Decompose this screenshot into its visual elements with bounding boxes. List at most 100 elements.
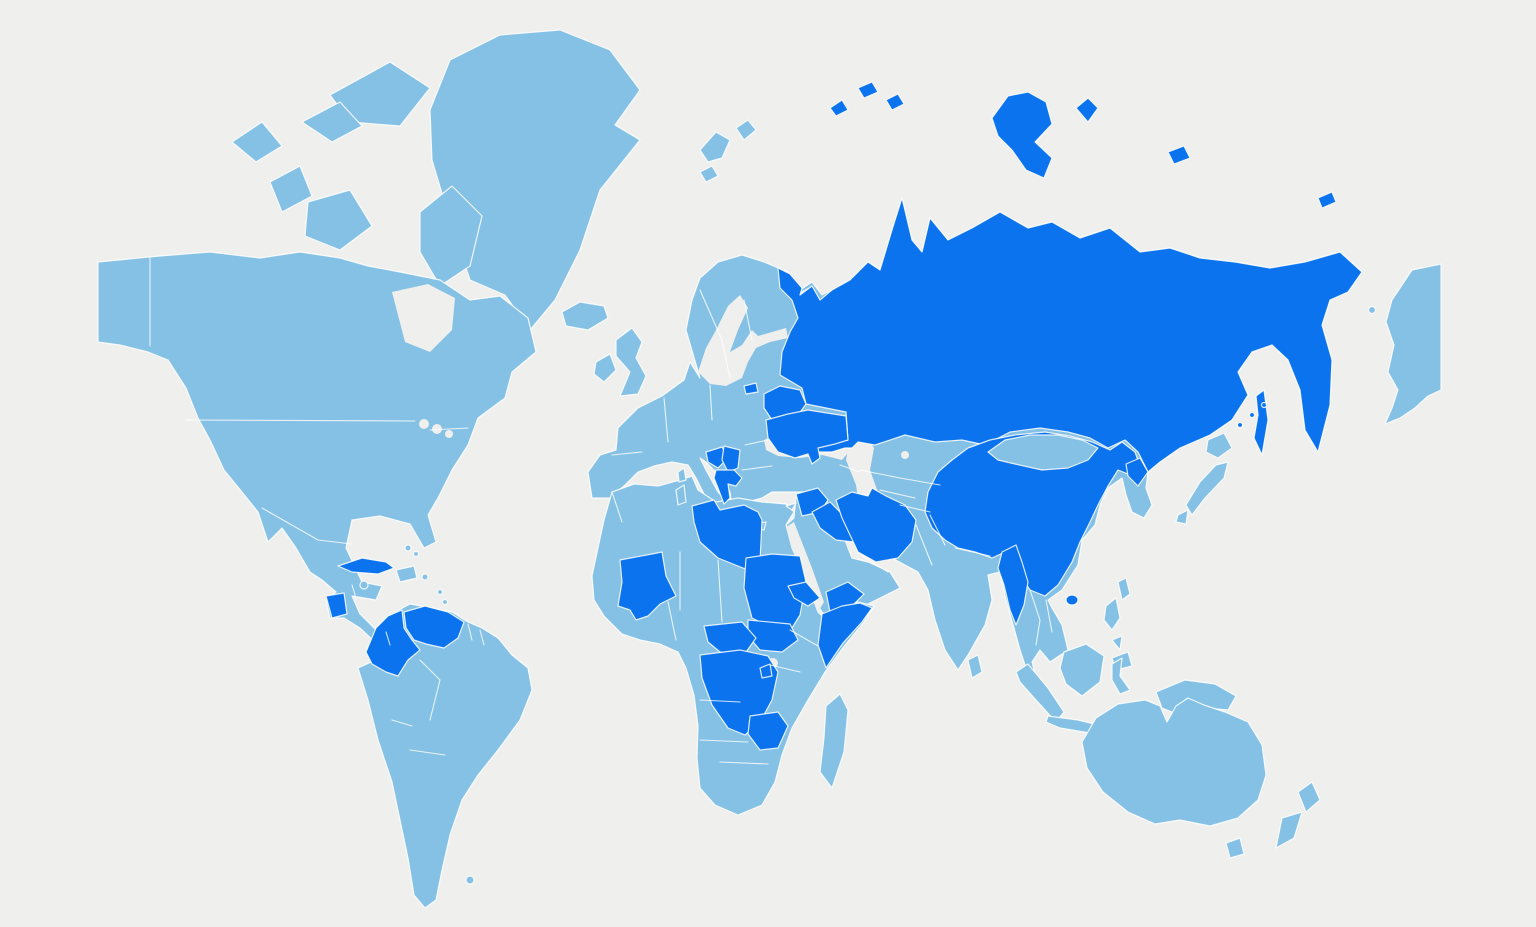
country-russia-franz-josef-3[interactable] (885, 93, 905, 111)
border-guyanas-1 (467, 623, 473, 641)
country-japan-honshu[interactable] (1185, 461, 1229, 516)
country-russia-kuril-2[interactable] (1248, 411, 1256, 419)
country-iran[interactable] (835, 487, 917, 563)
country-albania-macedonia-montenegro[interactable] (713, 469, 743, 505)
country-colombia[interactable] (365, 609, 421, 677)
islands-svalbard-3[interactable] (699, 165, 719, 183)
border-saudi-oman (861, 555, 889, 573)
country-myanmar[interactable] (997, 544, 1029, 626)
island-sulawesi[interactable] (1111, 657, 1131, 695)
country-madagascar[interactable] (819, 693, 849, 789)
country-mongolia[interactable] (987, 434, 1099, 471)
border-tanzania-kenya (769, 664, 801, 673)
lake-aral (901, 451, 909, 459)
border-afghan-pakistan (929, 514, 946, 546)
country-iceland[interactable] (561, 301, 609, 331)
border-indochina-1 (1029, 589, 1041, 646)
country-russia-novaya-zemlya[interactable] (991, 91, 1053, 179)
enclave-layer (987, 434, 1099, 471)
island-falklands[interactable] (465, 875, 475, 885)
border-indochina-2 (1045, 599, 1053, 633)
border-caucasus (839, 464, 861, 473)
arctic-island-baffin[interactable] (419, 185, 483, 287)
arctic-island-small-2[interactable] (301, 101, 363, 143)
country-libya[interactable] (691, 499, 763, 571)
country-australia[interactable] (1081, 697, 1267, 827)
country-japan-hokkaido[interactable] (1205, 432, 1233, 459)
border-romania-north (744, 439, 769, 446)
country-north-korea[interactable] (1125, 457, 1149, 487)
islands-svalbard-1[interactable] (699, 131, 731, 163)
sea-baltic (698, 295, 788, 386)
island-lesser-antilles-1[interactable] (436, 588, 444, 596)
border-guyanas-2 (479, 629, 485, 646)
island-bahamas-2[interactable] (412, 550, 420, 558)
country-philippines-luzon[interactable] (1103, 597, 1121, 631)
border-namibia-botswana (699, 739, 749, 743)
border-south-africa-north (719, 761, 769, 765)
lake-great-lakes-3 (445, 430, 453, 438)
island-corsica[interactable] (677, 467, 687, 483)
island-tasmania[interactable] (1225, 837, 1245, 859)
border-india-pakistan (915, 524, 933, 566)
country-russia-kuril-1[interactable] (1236, 421, 1244, 429)
country-burundi[interactable] (759, 663, 773, 679)
country-alaska-antimeridian[interactable] (1384, 263, 1442, 425)
border-ethiopia-kenya (789, 629, 819, 647)
country-china-hainan[interactable] (1065, 594, 1079, 606)
country-ukraine[interactable] (765, 409, 849, 465)
country-russia-wrangel[interactable] (1317, 191, 1337, 209)
border-central-america-2 (385, 631, 391, 646)
island-st-lawrence[interactable] (1367, 305, 1377, 315)
island-borneo[interactable] (1059, 643, 1105, 697)
country-nicaragua[interactable] (325, 592, 348, 619)
country-yemen[interactable] (825, 581, 865, 613)
country-russia-kuril-3[interactable] (1260, 401, 1268, 409)
country-cuba[interactable] (337, 557, 395, 575)
country-taiwan[interactable] (1117, 577, 1131, 601)
island-lesser-antilles-2[interactable] (441, 598, 449, 606)
country-venezuela[interactable] (403, 605, 465, 649)
country-philippines-visayas[interactable] (1111, 635, 1123, 651)
country-russia-sakhalin[interactable] (1253, 389, 1269, 456)
arctic-island-victoria[interactable] (304, 189, 373, 251)
border-angola-south (699, 699, 741, 703)
country-ireland[interactable] (593, 353, 617, 383)
country-russia-franz-josef-2[interactable] (857, 81, 879, 99)
landmass-layer (97, 29, 1442, 909)
island-hispaniola[interactable] (395, 565, 418, 583)
country-sudan[interactable] (743, 553, 807, 629)
island-bahamas-1[interactable] (404, 544, 412, 552)
country-russia[interactable] (777, 197, 1363, 473)
border-france-germany (663, 397, 669, 443)
country-eritrea[interactable] (787, 581, 821, 607)
border-south-america-1 (419, 659, 441, 721)
island-jamaica[interactable] (359, 580, 369, 590)
arctic-island-banks[interactable] (269, 165, 313, 213)
country-russia-new-siberian[interactable] (1167, 145, 1191, 165)
country-united-kingdom[interactable] (615, 327, 647, 397)
landmass-north-america[interactable] (97, 251, 537, 656)
border-sweden-finland (743, 299, 753, 341)
country-somalia[interactable] (817, 602, 873, 669)
border-central-america-1 (351, 584, 357, 599)
country-japan-kyushu[interactable] (1175, 509, 1189, 525)
country-russia-severnaya-zemlya[interactable] (1075, 97, 1099, 123)
country-new-zealand-north[interactable] (1297, 781, 1321, 813)
island-sumatra[interactable] (1015, 663, 1065, 723)
country-zimbabwe[interactable] (747, 711, 789, 751)
island-cyprus[interactable] (785, 502, 797, 511)
country-russia-franz-josef-1[interactable] (829, 99, 849, 117)
border-south-america-2 (409, 749, 446, 756)
island-sardinia[interactable] (675, 484, 687, 506)
country-sri-lanka[interactable] (967, 654, 983, 679)
lake-great-lakes-1 (419, 419, 429, 429)
country-mali[interactable] (617, 551, 677, 621)
island-puerto-rico[interactable] (421, 573, 429, 581)
country-russia-kaliningrad[interactable] (743, 382, 759, 395)
arctic-island-small-1[interactable] (231, 121, 283, 163)
country-greenland[interactable] (429, 29, 641, 331)
islands-svalbard-2[interactable] (735, 119, 757, 141)
country-new-zealand-south[interactable] (1275, 811, 1303, 849)
